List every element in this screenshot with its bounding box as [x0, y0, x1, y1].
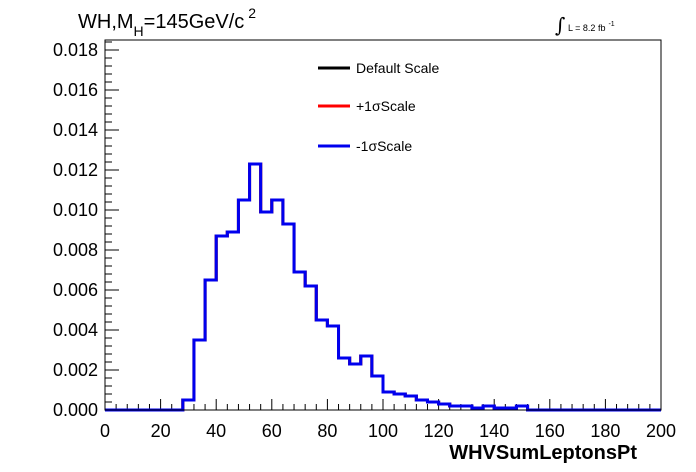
legend-label-2: -1σScale	[356, 138, 412, 154]
title-main: WH,M	[78, 11, 134, 33]
legend: Default Scale +1σScale -1σScale	[318, 60, 439, 154]
lumi-text: L = 8.2 fb -1	[568, 21, 615, 33]
x-tick-label: 20	[151, 421, 171, 441]
series-layer	[105, 162, 661, 412]
x-tick-label: 180	[590, 421, 620, 441]
lumi-superscript: -1	[608, 21, 614, 28]
series-line-2	[105, 162, 661, 412]
x-tick-label: 160	[535, 421, 565, 441]
y-tick-label: 0.006	[53, 280, 98, 300]
y-tick-label: 0.004	[53, 320, 98, 340]
y-tick-label: 0.018	[53, 40, 98, 60]
x-tick-label: 140	[479, 421, 509, 441]
x-tick-label: 200	[646, 421, 676, 441]
title-rest: =145GeV/c	[144, 11, 245, 33]
title-subscript: H	[134, 23, 144, 39]
y-axis: 0.000 0.002 0.004 0.006 0.008 0.010 0.012 0.014…	[53, 40, 119, 420]
y-tick-label: 0.002	[53, 360, 98, 380]
title-superscript: 2	[248, 5, 256, 21]
y-tick-label: 0.010	[53, 200, 98, 220]
plot-frame	[104, 39, 662, 411]
x-tick-label: 60	[262, 421, 282, 441]
x-tick-label: 40	[206, 421, 226, 441]
y-tick-label: 0.014	[53, 120, 98, 140]
y-tick-label: 0.016	[53, 80, 98, 100]
lumi-integral-sign: ∫	[555, 13, 565, 37]
y-tick-label: 0.012	[53, 160, 98, 180]
x-tick-label: 120	[424, 421, 454, 441]
x-tick-label: 80	[317, 421, 337, 441]
x-axis-label: WHVSumLeptonsPt	[449, 442, 637, 464]
y-tick-label: 0.008	[53, 240, 98, 260]
y-tick-label: 0.000	[53, 400, 98, 420]
legend-label-0: Default Scale	[356, 60, 439, 76]
chart-title: WH,MH=145GeV/c 2	[78, 5, 256, 39]
x-tick-label: 100	[368, 421, 398, 441]
x-tick-label: 0	[100, 421, 110, 441]
luminosity-label: ∫ L = 8.2 fb -1	[555, 13, 615, 37]
legend-label-1: +1σScale	[356, 98, 416, 114]
